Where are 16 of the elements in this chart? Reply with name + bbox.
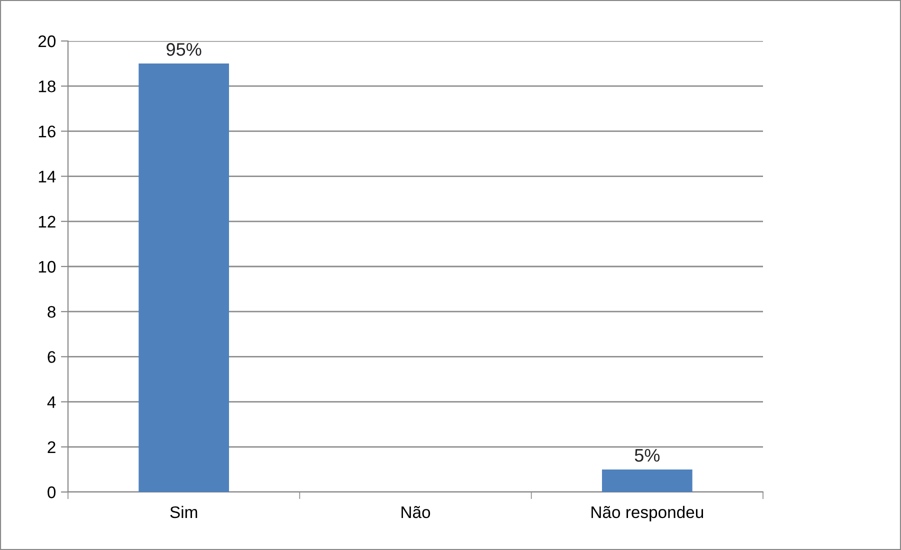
y-tick-label: 10 <box>38 260 56 273</box>
x-tick-label: Não <box>402 506 430 518</box>
annotation: 5% <box>634 449 660 462</box>
y-tick-label: 0 <box>48 486 56 498</box>
y-tick-label: 18 <box>38 80 56 92</box>
y-tick-label: 14 <box>38 170 56 182</box>
x-tick-label: Sim <box>170 506 198 518</box>
y-tick-label: 2 <box>48 441 56 453</box>
annotation: 95% <box>166 43 202 56</box>
y-tick-label: 20 <box>38 35 56 48</box>
y-tick-label: 6 <box>48 351 56 363</box>
x-tick-label: Não respondeu <box>592 506 704 522</box>
y-tick-label: 12 <box>38 216 56 228</box>
y-tick-label: 4 <box>47 396 56 408</box>
y-tick-label: 8 <box>48 306 56 318</box>
y-tick-label: 16 <box>38 126 56 138</box>
